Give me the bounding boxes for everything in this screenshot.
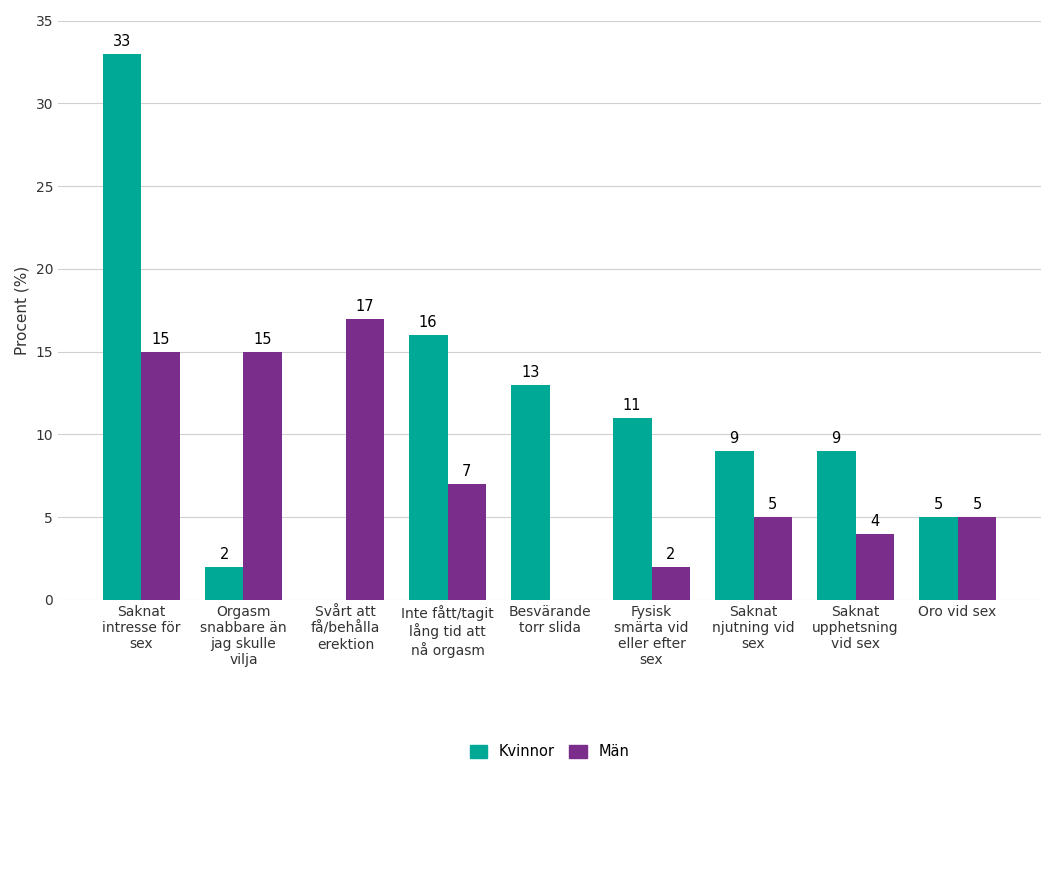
Bar (448, 484, 486, 600)
Bar (652, 567, 691, 600)
Bar (102, 54, 142, 600)
Bar (715, 451, 754, 600)
Bar (754, 517, 792, 600)
Bar (345, 318, 384, 600)
Y-axis label: Procent (%): Procent (%) (15, 265, 30, 355)
Text: 11: 11 (623, 398, 641, 413)
Text: 7: 7 (463, 464, 472, 479)
Bar (958, 517, 996, 600)
Text: 33: 33 (113, 34, 131, 49)
Bar (244, 352, 282, 600)
Text: 17: 17 (356, 298, 374, 314)
Text: 13: 13 (521, 365, 540, 380)
Text: 2: 2 (666, 547, 676, 562)
Bar (511, 385, 549, 600)
Legend: Kvinnor, Män: Kvinnor, Män (463, 737, 637, 766)
Text: 4: 4 (870, 514, 880, 529)
Text: 16: 16 (419, 315, 437, 330)
Bar (919, 517, 958, 600)
Text: 9: 9 (730, 431, 739, 446)
Text: 5: 5 (769, 497, 777, 512)
Text: 5: 5 (973, 497, 982, 512)
Bar (205, 567, 244, 600)
Bar (142, 352, 181, 600)
Text: 15: 15 (253, 332, 272, 347)
Bar (612, 418, 652, 600)
Bar (409, 335, 448, 600)
Bar (816, 451, 855, 600)
Text: 5: 5 (934, 497, 943, 512)
Text: 2: 2 (220, 547, 229, 562)
Bar (855, 534, 894, 600)
Text: 15: 15 (152, 332, 170, 347)
Text: 9: 9 (831, 431, 841, 446)
